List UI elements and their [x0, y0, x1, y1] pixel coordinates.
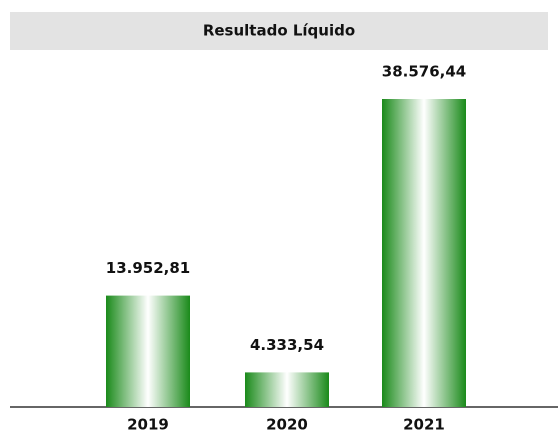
- x-tick-label: 2020: [266, 416, 308, 434]
- value-label: 38.576,44: [382, 63, 466, 81]
- value-label: 4.333,54: [250, 336, 324, 354]
- bar: [106, 295, 190, 407]
- bar: [245, 372, 329, 407]
- x-tick-label: 2021: [403, 416, 445, 434]
- title-band: [10, 12, 548, 50]
- chart-title: Resultado Líquido: [203, 22, 355, 40]
- bar: [382, 99, 466, 407]
- x-tick-label: 2019: [127, 416, 169, 434]
- value-label: 13.952,81: [106, 259, 190, 277]
